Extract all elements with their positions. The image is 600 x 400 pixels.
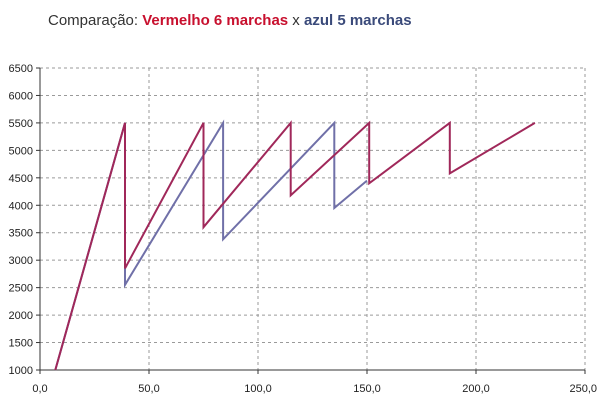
x-tick-label: 100,0 bbox=[244, 383, 272, 395]
y-tick-label: 6000 bbox=[9, 90, 33, 102]
x-tick-label: 0,0 bbox=[32, 383, 47, 395]
x-tick-label: 250,0 bbox=[569, 383, 597, 395]
y-tick-label: 4000 bbox=[9, 200, 33, 212]
chart-title: Comparação: Vermelho 6 marchas x azul 5 … bbox=[48, 12, 412, 29]
series-line-red bbox=[54, 120, 536, 371]
x-tick-label: 150,0 bbox=[353, 383, 381, 395]
title-red-series: Vermelho 6 marchas bbox=[142, 12, 289, 29]
y-tick-label: 5000 bbox=[9, 145, 33, 157]
y-tick-label: 2000 bbox=[9, 310, 33, 322]
tick-labels: 1000 1500 2000 2500 3000 3500 4000 4500 5000 5500… bbox=[9, 63, 597, 395]
y-tick-label: 5500 bbox=[9, 118, 33, 130]
x-tick-label: 200,0 bbox=[462, 383, 490, 395]
series-lines bbox=[54, 119, 536, 371]
axes bbox=[36, 67, 586, 374]
x-tick-label: 50,0 bbox=[138, 383, 159, 395]
title-prefix: Comparação: bbox=[48, 12, 143, 29]
y-tick-label: 3500 bbox=[9, 228, 33, 240]
y-tick-label: 6500 bbox=[9, 63, 33, 75]
y-tick-label: 1500 bbox=[9, 338, 33, 350]
y-tick-label: 3000 bbox=[9, 255, 33, 267]
y-tick-label: 4500 bbox=[9, 173, 33, 185]
title-blue-series: azul 5 marchas bbox=[303, 12, 412, 29]
y-tick-label: 1000 bbox=[9, 365, 33, 377]
grid-lines bbox=[40, 67, 586, 370]
title-separator: x bbox=[288, 12, 304, 29]
y-tick-label: 2500 bbox=[9, 283, 33, 295]
series-line-blue bbox=[54, 119, 368, 371]
